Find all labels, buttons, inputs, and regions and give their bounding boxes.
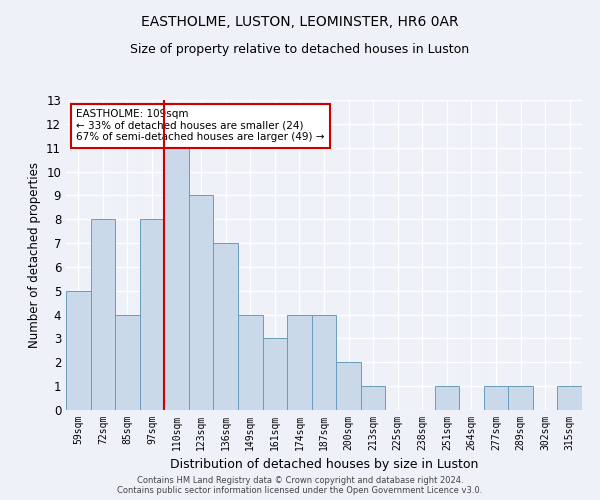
Bar — [484, 386, 508, 410]
Bar — [508, 386, 533, 410]
Bar — [336, 362, 361, 410]
Bar — [263, 338, 287, 410]
Text: EASTHOLME, LUSTON, LEOMINSTER, HR6 0AR: EASTHOLME, LUSTON, LEOMINSTER, HR6 0AR — [141, 15, 459, 29]
Bar — [238, 314, 263, 410]
Bar — [557, 386, 582, 410]
Bar — [361, 386, 385, 410]
Bar — [287, 314, 312, 410]
Bar — [434, 386, 459, 410]
Bar — [140, 219, 164, 410]
Bar — [91, 219, 115, 410]
Bar — [214, 243, 238, 410]
Bar — [66, 291, 91, 410]
Text: EASTHOLME: 109sqm
← 33% of detached houses are smaller (24)
67% of semi-detached: EASTHOLME: 109sqm ← 33% of detached hous… — [76, 110, 325, 142]
Text: Size of property relative to detached houses in Luston: Size of property relative to detached ho… — [130, 42, 470, 56]
Bar — [189, 196, 214, 410]
Text: Contains HM Land Registry data © Crown copyright and database right 2024.
Contai: Contains HM Land Registry data © Crown c… — [118, 476, 482, 495]
Bar — [115, 314, 140, 410]
Y-axis label: Number of detached properties: Number of detached properties — [28, 162, 41, 348]
Bar — [312, 314, 336, 410]
Bar — [164, 148, 189, 410]
X-axis label: Distribution of detached houses by size in Luston: Distribution of detached houses by size … — [170, 458, 478, 471]
